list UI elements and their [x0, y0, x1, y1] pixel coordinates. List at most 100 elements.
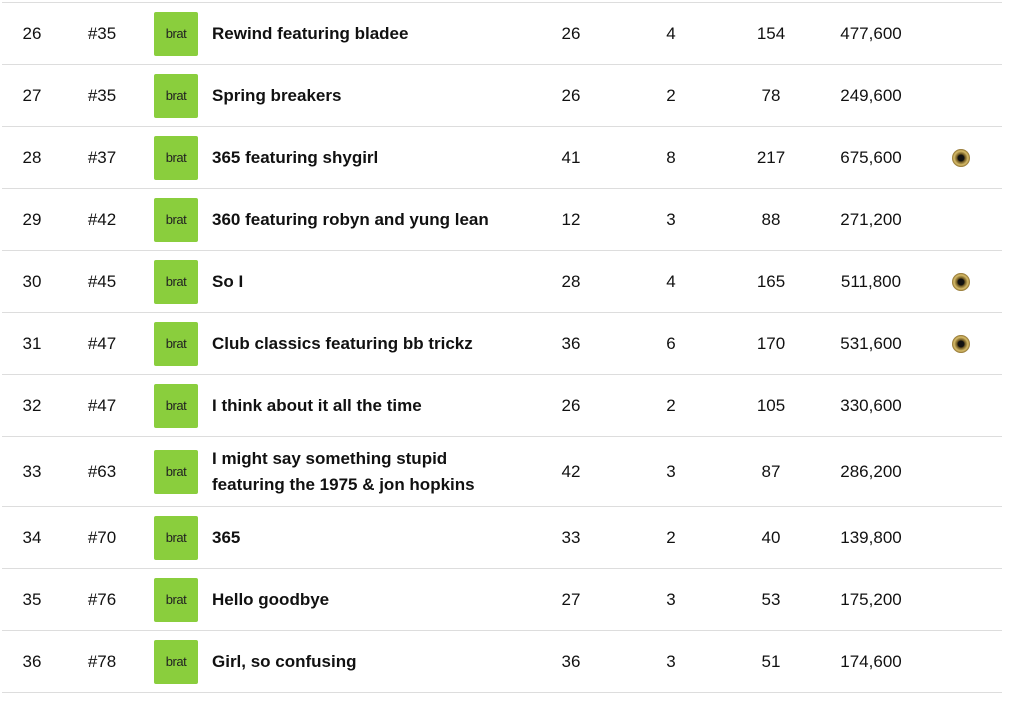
certification-disc: [952, 272, 970, 291]
points: 286,200: [840, 461, 902, 481]
weeks: 28: [561, 271, 581, 291]
rank: 30: [22, 271, 42, 291]
song-title: I think about it all the time: [212, 395, 422, 415]
col-7: 40: [761, 527, 781, 547]
col-6: 2: [666, 85, 676, 105]
chart-table: 26 #35 brat Rewind featuring bladee 26 4 154 47…: [2, 2, 1002, 693]
col-7: 105: [756, 395, 786, 415]
peak: #35: [87, 23, 117, 43]
peak: #42: [87, 209, 117, 229]
table-row[interactable]: 34 #70 brat 365 33 2 40 139,800: [2, 507, 1002, 569]
peak: #78: [87, 651, 117, 671]
song-title: 360 featuring robyn and yung lean: [212, 209, 489, 229]
col-7: 51: [761, 651, 781, 671]
points: 271,200: [840, 209, 902, 229]
certification-disc: [952, 148, 970, 167]
col-7: 170: [756, 333, 786, 353]
col-6: 8: [666, 147, 676, 167]
table-row[interactable]: 30 #45 brat So I 28 4 165 511,800: [2, 251, 1002, 313]
weeks: 26: [561, 85, 581, 105]
table-row[interactable]: 31 #47 brat Club classics featuring bb tric…: [2, 313, 1002, 375]
song-title: Hello goodbye: [212, 589, 330, 609]
rank: 36: [22, 651, 42, 671]
song-title: Spring breakers: [212, 85, 342, 105]
rank: 35: [22, 589, 42, 609]
points: 174,600: [840, 651, 902, 671]
rank: 29: [22, 209, 42, 229]
col-6: 2: [666, 395, 676, 415]
weeks: 41: [561, 147, 581, 167]
rank: 33: [22, 461, 42, 481]
table-row[interactable]: 35 #76 brat Hello goodbye 27 3 53 175,200: [2, 569, 1002, 631]
peak: #37: [87, 147, 117, 167]
album-cover: brat: [154, 73, 198, 118]
rank: 27: [22, 85, 42, 105]
album-cover: brat: [154, 515, 198, 560]
rank: 32: [22, 395, 42, 415]
weeks: 26: [561, 395, 581, 415]
weeks: 36: [561, 651, 581, 671]
points: 249,600: [840, 85, 902, 105]
rank: 26: [22, 23, 42, 43]
peak: #63: [87, 461, 117, 481]
weeks: 27: [561, 589, 581, 609]
peak: #45: [87, 271, 117, 291]
weeks: 33: [561, 527, 581, 547]
points: 511,800: [840, 271, 902, 291]
col-6: 3: [666, 461, 676, 481]
col-6: 4: [666, 23, 676, 43]
col-6: 4: [666, 271, 676, 291]
points: 531,600: [840, 333, 902, 353]
album-cover: brat: [154, 383, 198, 428]
peak: #47: [87, 395, 117, 415]
song-title: Rewind featuring bladee: [212, 23, 409, 43]
album-cover: brat: [154, 259, 198, 304]
weeks: 36: [561, 333, 581, 353]
col-7: 78: [761, 85, 781, 105]
weeks: 12: [561, 209, 581, 229]
song-title: So I: [212, 271, 244, 291]
album-cover: brat: [154, 197, 198, 242]
col-6: 6: [666, 333, 676, 353]
weeks: 26: [561, 23, 581, 43]
col-7: 88: [761, 209, 781, 229]
table-row[interactable]: 26 #35 brat Rewind featuring bladee 26 4 154 47…: [2, 3, 1002, 65]
col-7: 165: [756, 271, 786, 291]
col-7: 53: [761, 589, 781, 609]
col-7: 217: [756, 147, 786, 167]
table-row[interactable]: 29 #42 brat 360 featuring robyn and yung le…: [2, 189, 1002, 251]
song-title: Girl, so confusing: [212, 651, 357, 671]
table-row[interactable]: 28 #37 brat 365 featuring shygirl 41 8 217 675,…: [2, 127, 1002, 189]
col-6: 3: [666, 651, 676, 671]
album-cover: brat: [154, 639, 198, 684]
points: 139,800: [840, 527, 902, 547]
song-title: Club classics featuring bb trickz: [212, 333, 473, 353]
album-cover: brat: [154, 577, 198, 622]
table-row[interactable]: 32 #47 brat I think about it all the time 26…: [2, 375, 1002, 437]
song-title: 365 featuring shygirl: [212, 147, 379, 167]
peak: #70: [87, 527, 117, 547]
album-cover: brat: [154, 11, 198, 56]
col-6: 2: [666, 527, 676, 547]
song-title: 365: [212, 527, 241, 547]
points: 175,200: [840, 589, 902, 609]
table-row[interactable]: 27 #35 brat Spring breakers 26 2 78 249,600: [2, 65, 1002, 127]
peak: #76: [87, 589, 117, 609]
rank: 28: [22, 147, 42, 167]
points: 330,600: [840, 395, 902, 415]
table-row[interactable]: 36 #78 brat Girl, so confusing 36 3 51 174,600: [2, 631, 1002, 693]
rank: 34: [22, 527, 42, 547]
points: 477,600: [840, 23, 902, 43]
album-cover: brat: [154, 321, 198, 366]
points: 675,600: [840, 147, 902, 167]
certification-disc: [952, 334, 970, 353]
song-title: I might say something stupid featuring t…: [212, 448, 475, 494]
peak: #47: [87, 333, 117, 353]
col-7: 87: [761, 461, 781, 481]
peak: #35: [87, 85, 117, 105]
table-row[interactable]: 33 #63 brat I might say something stupid fe…: [2, 437, 1002, 507]
weeks: 42: [561, 461, 581, 481]
album-cover: brat: [154, 135, 198, 180]
rank: 31: [22, 333, 42, 353]
